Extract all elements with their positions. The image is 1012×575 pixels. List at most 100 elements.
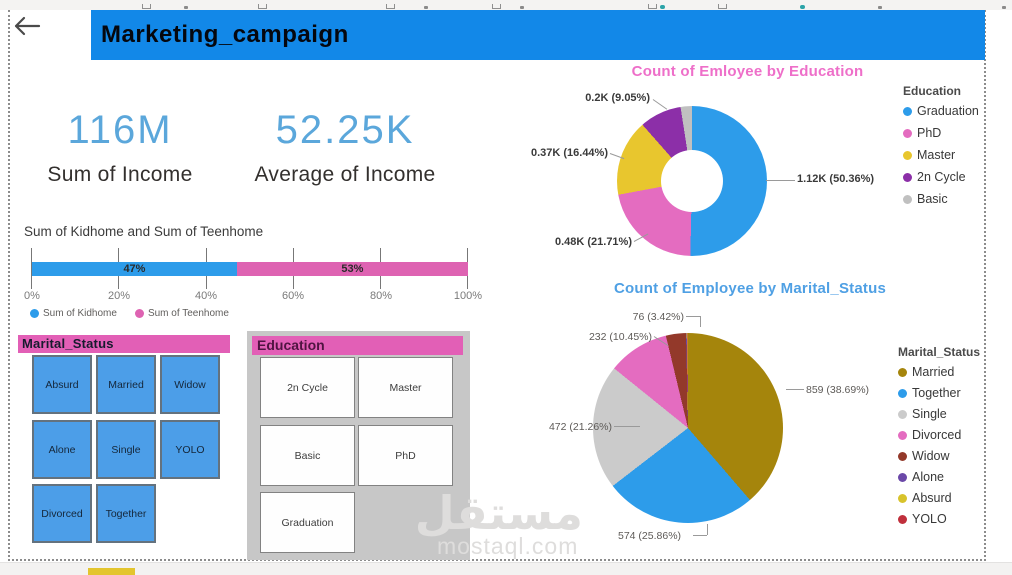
toolbar-icon-fragment[interactable] — [184, 6, 188, 9]
data-label: 0.48K (21.71%) — [554, 236, 632, 248]
legend-item-2n-cycle[interactable]: 2n Cycle — [903, 170, 979, 184]
slicer-option-phd[interactable]: PhD — [358, 425, 453, 486]
legend-label: 2n Cycle — [917, 170, 966, 184]
slicer-option-graduation[interactable]: Graduation — [260, 492, 355, 553]
data-label: 859 (38.69%) — [806, 384, 870, 396]
pie-chart-title: Count of Employee by Marital_Status — [613, 280, 887, 297]
page-tab-accent[interactable] — [88, 568, 135, 575]
bar-segment-value: 53% — [341, 263, 364, 275]
legend-item-divorced[interactable]: Divorced — [898, 428, 980, 442]
slicer-option-married[interactable]: Married — [96, 355, 156, 414]
legend-item-absurd[interactable]: Absurd — [898, 491, 980, 505]
bar-segment-kidhome[interactable]: 47% — [32, 262, 237, 276]
slicer-header-education: Education — [252, 336, 463, 355]
legend-label: Sum of Kidhome — [43, 308, 117, 319]
kpi-label: Average of Income — [254, 163, 436, 186]
slicer-option-widow[interactable]: Widow — [160, 355, 220, 414]
kpi-label: Sum of Income — [47, 163, 193, 186]
leader-line — [786, 389, 804, 390]
donut-hole — [661, 150, 723, 212]
slicer-option-alone[interactable]: Alone — [32, 420, 92, 479]
legend-dot-icon — [898, 430, 907, 440]
data-label: 1.12K (50.36%) — [797, 173, 875, 185]
toolbar-icon-fragment[interactable] — [386, 4, 395, 9]
leader-line — [766, 180, 795, 181]
back-button[interactable] — [13, 15, 41, 39]
kpi-average-of-income: 52.25K Average of Income — [238, 108, 452, 187]
bar-chart-title: Sum of Kidhome and Sum of Teenhome — [24, 224, 264, 239]
legend-label: Married — [912, 365, 955, 379]
slicer-option-master[interactable]: Master — [358, 357, 453, 418]
toolbar-icon-fragment[interactable] — [520, 6, 524, 9]
donut-chart-title: Count of Emloyee by Education — [631, 63, 864, 80]
legend-title: Education — [903, 84, 962, 98]
legend-dot-icon — [898, 367, 907, 377]
legend-dot-icon — [903, 172, 912, 182]
legend-item-yolo[interactable]: YOLO — [898, 512, 980, 526]
legend-item-widow[interactable]: Widow — [898, 449, 980, 463]
legend-label: Widow — [912, 449, 950, 463]
legend-dot-icon — [134, 309, 144, 318]
toolbar-icon-fragment[interactable] — [648, 4, 657, 9]
leader-line — [686, 316, 700, 317]
watermark-arabic: مستقل — [414, 487, 583, 539]
data-label: 0.37K (16.44%) — [530, 147, 608, 159]
toolbar-icon-fragment[interactable] — [878, 6, 882, 9]
legend-dot-icon — [898, 388, 907, 398]
legend-label: Absurd — [912, 491, 952, 505]
slicer-option-together[interactable]: Together — [96, 484, 156, 543]
x-axis-label: 100% — [453, 290, 483, 302]
legend-label: Together — [912, 386, 961, 400]
toolbar-icon-fragment[interactable] — [800, 5, 805, 9]
toolbar-icon-fragment[interactable] — [718, 4, 727, 9]
toolbar-icon-fragment[interactable] — [492, 4, 501, 9]
legend-dot-icon — [30, 309, 39, 318]
legend-item-married[interactable]: Married — [898, 365, 980, 379]
axis-tick-line — [31, 248, 32, 289]
toolbar-icon-fragment[interactable] — [1002, 6, 1006, 9]
legend-item-graduation[interactable]: Graduation — [903, 104, 979, 118]
legend-item-alone[interactable]: Alone — [898, 470, 980, 484]
toolbar-icon-fragment[interactable] — [142, 4, 151, 9]
pie-chart-marital-status[interactable] — [593, 333, 783, 523]
legend-dot-icon — [898, 472, 907, 482]
legend-item-together[interactable]: Together — [898, 386, 980, 400]
data-label: 472 (21.26%) — [548, 421, 612, 433]
slicer-option-yolo[interactable]: YOLO — [160, 420, 220, 479]
slicer-option-single[interactable]: Single — [96, 420, 156, 479]
x-axis-label: 60% — [281, 290, 305, 302]
toolbar-icon-fragment[interactable] — [258, 4, 267, 9]
slicer-option-absurd[interactable]: Absurd — [32, 355, 92, 414]
toolbar-icon-fragment[interactable] — [424, 6, 428, 9]
legend-item-phd[interactable]: PhD — [903, 126, 979, 140]
legend-label: Alone — [912, 470, 944, 484]
legend-item-single[interactable]: Single — [898, 407, 980, 421]
x-axis-label: 80% — [369, 290, 393, 302]
stacked-bar: 47% 53% — [32, 262, 468, 276]
bar-segment-value: 47% — [123, 263, 146, 275]
x-axis-label: 0% — [24, 290, 40, 302]
toolbar-icon-fragment[interactable] — [660, 5, 665, 9]
leader-line — [652, 99, 668, 110]
data-label: 232 (10.45%) — [588, 331, 652, 343]
legend-dot-icon — [903, 128, 912, 138]
slicer-option-2n-cycle[interactable]: 2n Cycle — [260, 357, 355, 418]
legend-item-master[interactable]: Master — [903, 148, 979, 162]
bar-segment-teenhome[interactable]: 53% — [236, 262, 468, 276]
legend-dot-icon — [903, 150, 912, 160]
donut-chart-education[interactable] — [617, 106, 767, 256]
legend-item-kidhome[interactable]: Sum of Kidhome — [30, 308, 117, 319]
legend-label: PhD — [917, 126, 942, 140]
slicer-option-basic[interactable]: Basic — [260, 425, 355, 486]
leader-line — [707, 524, 708, 535]
page-title: Marketing_campaign — [101, 21, 349, 48]
pie-legend: Marital_Status Married Together Single D… — [898, 345, 980, 533]
report-title-banner: Marketing_campaign — [91, 10, 985, 60]
slicer-option-divorced[interactable]: Divorced — [32, 484, 92, 543]
legend-item-basic[interactable]: Basic — [903, 192, 979, 206]
x-axis-label: 40% — [194, 290, 218, 302]
legend-dot-icon — [903, 194, 912, 204]
bottom-page-tab-strip — [0, 562, 1012, 575]
legend-label: Single — [912, 407, 947, 421]
legend-item-teenhome[interactable]: Sum of Teenhome — [134, 308, 229, 319]
